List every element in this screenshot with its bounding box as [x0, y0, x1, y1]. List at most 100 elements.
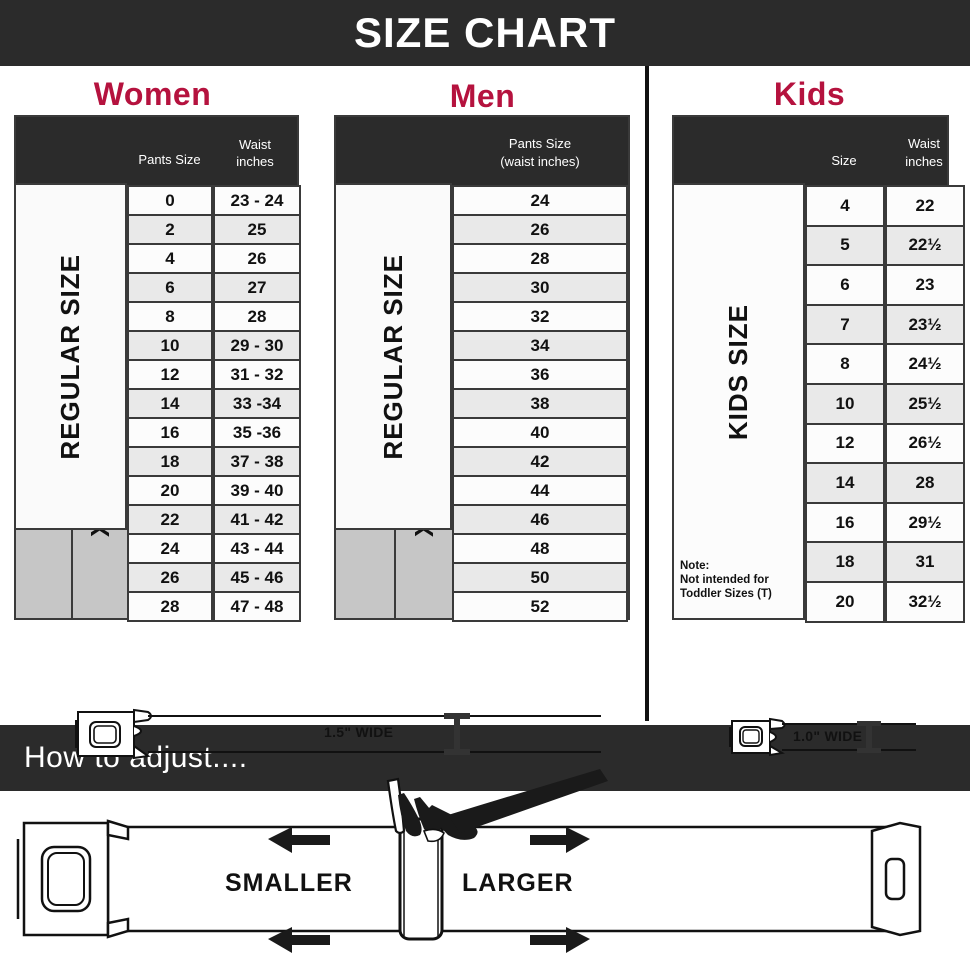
table-cell-size: 18: [127, 446, 213, 477]
table-cell-size: 5: [805, 224, 885, 267]
table-cell-size: 26: [452, 214, 628, 245]
table-cell-waist: 29½: [885, 501, 965, 544]
table-cell-size: 30: [452, 272, 628, 303]
header-kids-size: Size: [831, 153, 857, 168]
panel-kids: Kids Size Waist inches KIDS SIZE Note: N…: [649, 66, 970, 757]
table-cell-size: 28: [452, 243, 628, 274]
header-waist-line1: Waist: [238, 137, 272, 152]
belt-width-label-women: 1.5" WIDE: [324, 724, 394, 740]
table-cell-waist: 26: [213, 243, 301, 274]
adjust-larger-label: LARGER: [462, 869, 574, 897]
header-pants-size-line2: (waist inches): [500, 154, 580, 169]
table-cell-waist: 45 - 46: [213, 562, 301, 593]
adjust-smaller-label: SMALLER: [225, 869, 353, 897]
table-cell-size: 42: [452, 446, 628, 477]
page-title-bar: SIZE CHART: [0, 0, 970, 66]
table-cell-waist: 22: [885, 185, 965, 227]
kids-note-line1: Note:: [680, 560, 710, 572]
table-cell-waist: 22½: [885, 224, 965, 267]
table-cell-size: 44: [452, 475, 628, 506]
table-cell-waist: 26½: [885, 422, 965, 465]
table-cell-waist: 33 -34: [213, 388, 301, 419]
table-men-header: Pants Size (waist inches): [336, 117, 628, 185]
table-cell-size: 32: [452, 301, 628, 332]
table-cell-size: 40: [452, 417, 628, 448]
table-cell-waist: 25½: [885, 383, 965, 425]
howto-adjust-bar: How to adjust....: [0, 725, 970, 791]
table-cell-size: 0: [127, 185, 213, 216]
panel-title-kids: Kids: [773, 76, 846, 112]
table-cell-size: 24: [127, 533, 213, 564]
table-kids-header: Size Waist inches: [674, 117, 947, 185]
table-cell-size: 8: [805, 343, 885, 385]
table-cell-size: 8: [127, 301, 213, 332]
table-cell-waist: 37 - 38: [213, 446, 301, 477]
table-cell-waist: 43 - 44: [213, 533, 301, 564]
table-women-header: Pants Size Waist inches: [16, 117, 297, 185]
header-pants-size-line1: Pants Size: [508, 136, 572, 151]
belt-graphic-10: [729, 717, 916, 757]
belt-illustration-kids: 1.0" WIDE: [727, 716, 917, 758]
table-cell-size: 28: [127, 591, 213, 622]
belt-adjust-graphic: [16, 769, 922, 953]
vbox-men-regular-label: REGULAR SIZE: [377, 253, 408, 460]
table-cell-size: 22: [127, 504, 213, 535]
table-cell-size: 18: [805, 541, 885, 583]
table-cell-size: 48: [452, 533, 628, 564]
table-men: Pants Size (waist inches) REGULAR SIZE X…: [334, 115, 630, 622]
table-cell-size: 4: [805, 185, 885, 227]
header-waist-line2: inches: [236, 154, 274, 169]
table-kids: Size Waist inches KIDS SIZE Note: Not in…: [672, 115, 965, 623]
table-cell-size: 20: [127, 475, 213, 506]
table-cell-waist: 24½: [885, 343, 965, 385]
belt-graphic-15: [75, 708, 601, 760]
panel-title-men: Men: [449, 78, 516, 114]
table-cell-size: 12: [127, 359, 213, 390]
size-tables-area: Women Pants Size Waist inches REGULAR SI…: [0, 66, 970, 760]
table-cell-waist: 31: [885, 541, 965, 583]
table-cell-waist: 39 - 40: [213, 475, 301, 506]
table-women: Pants Size Waist inches REGULAR SIZE X-L…: [14, 115, 301, 622]
belt-width-label-kids: 1.0" WIDE: [793, 728, 863, 744]
table-cell-waist: 29 - 30: [213, 330, 301, 361]
table-cell-waist: 23: [885, 264, 965, 306]
panel-men: Men Pants Size (waist inches) REGULAR SI…: [320, 66, 645, 725]
vbox-women-regular: REGULAR SIZE: [14, 183, 127, 530]
table-cell-waist: 47 - 48: [213, 591, 301, 622]
belt-illustration-women: 1.5" WIDE: [72, 706, 602, 762]
table-cell-size: 12: [805, 422, 885, 465]
howto-adjust-illustration: SMALLER LARGER: [0, 769, 970, 971]
table-cell-size: 20: [805, 581, 885, 623]
table-cell-size: 38: [452, 388, 628, 419]
table-cell-size: 24: [452, 185, 628, 216]
table-cell-size: 4: [127, 243, 213, 274]
table-cell-size: 34: [452, 330, 628, 361]
table-cell-size: 6: [127, 272, 213, 303]
vbox-kids-size-label: KIDS SIZE: [723, 304, 753, 441]
table-cell-size: 10: [127, 330, 213, 361]
table-cell-waist: 27: [213, 272, 301, 303]
page-title: SIZE CHART: [354, 9, 616, 56]
table-cell-size: 26: [127, 562, 213, 593]
table-cell-size: 50: [452, 562, 628, 593]
table-cell-waist: 31 - 32: [213, 359, 301, 390]
vbox-kids-size: KIDS SIZE: [672, 183, 805, 620]
table-cell-size: 2: [127, 214, 213, 245]
table-cell-size: 16: [127, 417, 213, 448]
table-cell-size: 46: [452, 504, 628, 535]
table-cell-waist: 25: [213, 214, 301, 245]
table-cell-waist: 23 - 24: [213, 185, 301, 216]
panel-divider-men-kids: [645, 66, 649, 721]
table-cell-size: 36: [452, 359, 628, 390]
panel-title-women: Women: [93, 76, 212, 112]
table-cell-size: 14: [127, 388, 213, 419]
table-cell-waist: 41 - 42: [213, 504, 301, 535]
table-cell-size: 16: [805, 501, 885, 544]
header-kids-waist-line1: Waist: [907, 136, 941, 151]
vbox-men-regular: REGULAR SIZE: [334, 183, 452, 530]
table-cell-waist: 35 -36: [213, 417, 301, 448]
table-cell-size: 52: [452, 591, 628, 622]
vbox-women-regular-label: REGULAR SIZE: [55, 253, 85, 460]
kids-note-line2: Not intended for: [680, 574, 769, 586]
